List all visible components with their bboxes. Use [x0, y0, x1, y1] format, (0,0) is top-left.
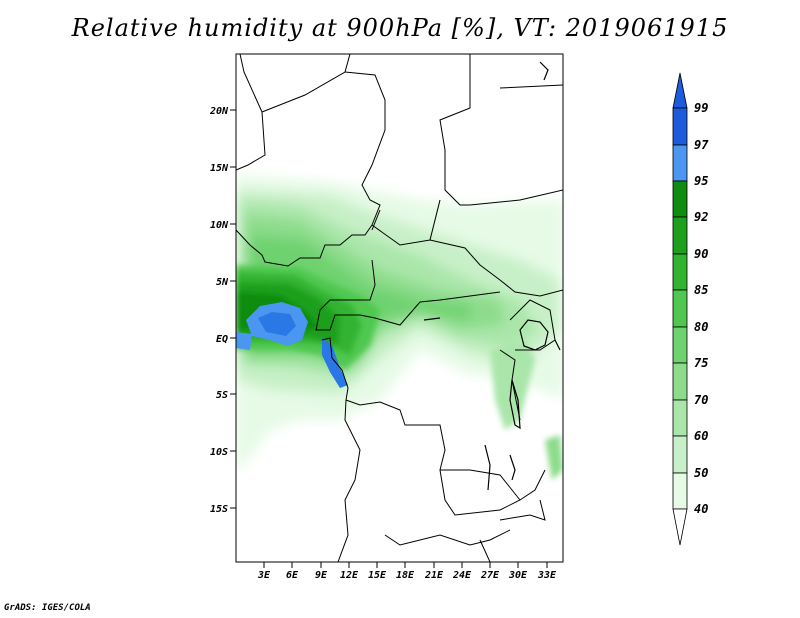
colorbar-label: 97 — [694, 138, 709, 152]
lat-label: 15S — [210, 504, 228, 515]
colorbar-swatch — [672, 107, 688, 146]
colorbar-label: 95 — [694, 174, 708, 188]
colorbar-swatch — [672, 144, 688, 182]
map-frame — [235, 53, 564, 563]
colorbar-label: 60 — [694, 429, 708, 443]
colorbar-label: 92 — [694, 210, 708, 224]
colorbar-swatch — [672, 289, 688, 328]
colorbar-label: 75 — [694, 356, 708, 370]
lat-label: EQ — [216, 334, 228, 345]
lat-label: 10N — [210, 220, 229, 231]
longitude-axis: 3E 6E 9E 12E 15E 18E 21E 24E 27E 30E 33E — [257, 562, 557, 581]
lon-label: 33E — [537, 570, 557, 581]
colorbar-label: 90 — [694, 247, 708, 261]
colorbar-swatch — [672, 253, 688, 291]
lon-label: 15E — [368, 570, 387, 581]
country-borders — [236, 54, 563, 562]
lon-label: 24E — [452, 570, 472, 581]
lat-label: 10S — [210, 447, 228, 458]
colorbar-swatch — [672, 326, 688, 364]
credit-text: GrADS: IGES/COLA — [4, 603, 91, 613]
colorbar-bottom-arrow — [672, 508, 688, 546]
saturated-areas — [236, 302, 563, 480]
colorbar-swatch — [672, 180, 688, 218]
lat-label: 15N — [210, 163, 229, 174]
lon-label: 30E — [508, 570, 528, 581]
colorbar-swatch — [672, 216, 688, 255]
lat-label: 5N — [216, 277, 229, 288]
lat-label: 20N — [209, 106, 229, 117]
colorbar-labels: 99 97 95 92 90 85 80 75 70 60 50 40 — [694, 101, 709, 516]
lon-label: 21E — [424, 570, 444, 581]
colorbar-swatch — [672, 435, 688, 474]
colorbar-swatch — [672, 399, 688, 437]
colorbar-swatch — [672, 362, 688, 401]
latitude-axis: 20N 15N 10N 5N EQ 5S 10S 15S — [209, 106, 236, 515]
colorbar-label: 99 — [694, 101, 708, 115]
colorbar-label: 85 — [694, 283, 708, 297]
colorbar-top-arrow — [672, 72, 688, 109]
lon-label: 12E — [340, 570, 359, 581]
lakes — [423, 61, 561, 491]
colorbar-label: 70 — [694, 393, 708, 407]
lon-label: 6E — [286, 570, 299, 581]
colorbar-label: 40 — [694, 502, 708, 516]
lon-label: 27E — [480, 570, 500, 581]
humidity-field — [236, 54, 563, 562]
colorbar-swatch — [672, 472, 688, 510]
colorbar-label: 80 — [694, 320, 708, 334]
lat-label: 5S — [216, 390, 228, 401]
lon-label: 18E — [396, 570, 415, 581]
lon-label: 3E — [257, 570, 271, 581]
colorbar — [672, 72, 688, 546]
colorbar-label: 50 — [694, 466, 708, 480]
chart-title: Relative humidity at 900hPa [%], VT: 201… — [71, 14, 729, 42]
lon-label: 9E — [315, 570, 328, 581]
